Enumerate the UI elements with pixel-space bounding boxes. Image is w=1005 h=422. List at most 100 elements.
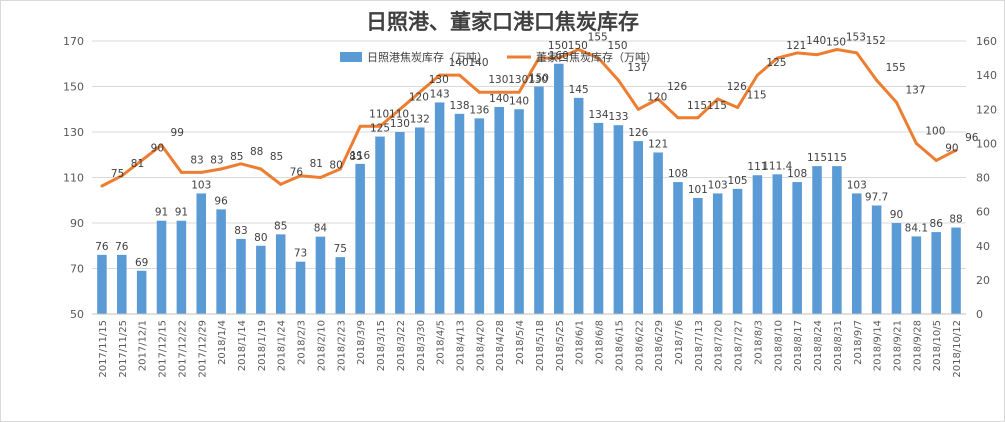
x-tick-label: 2018/2/3 bbox=[297, 320, 308, 365]
line-data-label: 115 bbox=[707, 100, 727, 112]
line-point bbox=[279, 182, 283, 186]
bar-data-label: 91 bbox=[155, 207, 168, 219]
bar bbox=[434, 102, 445, 314]
line-point bbox=[597, 56, 601, 60]
x-tick-label: 2018/6/22 bbox=[634, 320, 645, 371]
bar bbox=[573, 97, 584, 314]
bar bbox=[375, 136, 385, 314]
bar bbox=[732, 188, 743, 314]
line-point bbox=[199, 170, 203, 174]
line-point bbox=[120, 174, 124, 178]
bar bbox=[176, 220, 187, 314]
line-point bbox=[497, 90, 501, 94]
line-point bbox=[736, 106, 740, 110]
bar bbox=[494, 106, 504, 314]
line-point bbox=[577, 48, 581, 52]
y-left-tick-label: 70 bbox=[70, 263, 84, 276]
line-point bbox=[140, 158, 144, 162]
bar bbox=[136, 270, 147, 314]
line-data-label: 110 bbox=[369, 108, 389, 120]
x-tick-label: 2018/6/8 bbox=[595, 320, 606, 365]
line-data-label: 100 bbox=[925, 125, 945, 137]
line-data-label: 150 bbox=[548, 40, 568, 52]
line-point bbox=[358, 124, 362, 128]
bar bbox=[812, 166, 822, 314]
x-tick-label: 2017/12/29 bbox=[197, 320, 208, 378]
bar-data-label: 115 bbox=[807, 152, 827, 164]
bar-data-label: 133 bbox=[608, 111, 628, 123]
x-tick-label: 2018/7/27 bbox=[734, 320, 745, 371]
x-tick-label: 2018/4/28 bbox=[495, 320, 506, 371]
line-data-label: 96 bbox=[965, 132, 979, 144]
x-tick-label: 2018/8/3 bbox=[753, 320, 764, 365]
x-tick-label: 2018/5/18 bbox=[535, 320, 546, 371]
bar bbox=[295, 261, 306, 314]
line-point bbox=[894, 100, 898, 104]
x-tick-label: 2018/9/14 bbox=[873, 320, 884, 371]
line-data-label: 155 bbox=[588, 32, 608, 44]
line-data-label: 85 bbox=[230, 151, 243, 163]
bar bbox=[414, 127, 425, 314]
x-tick-label: 2018/10/5 bbox=[932, 320, 943, 371]
line-point bbox=[656, 97, 660, 101]
bar bbox=[335, 257, 346, 314]
line-point bbox=[537, 56, 541, 60]
x-tick-label: 2018/9/21 bbox=[892, 320, 903, 371]
bar-data-label: 115 bbox=[827, 152, 847, 164]
x-tick-label: 2018/3/9 bbox=[356, 320, 367, 365]
bar-data-label: 136 bbox=[469, 104, 489, 116]
line-point bbox=[239, 162, 243, 166]
line-point bbox=[179, 170, 183, 174]
bar-data-label: 108 bbox=[668, 168, 688, 180]
bar bbox=[851, 193, 862, 314]
y-left-tick-label: 170 bbox=[63, 35, 84, 48]
x-tick-label: 2018/1/14 bbox=[237, 320, 248, 371]
line-data-label: 83 bbox=[210, 154, 223, 166]
bar-data-label: 101 bbox=[688, 184, 708, 196]
bar-data-label: 111 bbox=[747, 161, 767, 173]
line-data-label: 140 bbox=[468, 57, 488, 69]
bar bbox=[117, 254, 127, 314]
line-point bbox=[219, 167, 223, 171]
bar bbox=[236, 238, 246, 314]
line-point bbox=[259, 167, 263, 171]
line-data-label: 85 bbox=[270, 151, 283, 163]
line-point bbox=[934, 158, 938, 162]
line-data-label: 153 bbox=[846, 32, 866, 44]
x-tick-label: 2017/12/22 bbox=[177, 320, 188, 378]
x-tick-label: 2018/3/15 bbox=[376, 320, 387, 371]
line-data-label: 90 bbox=[151, 142, 164, 154]
bar-data-label: 73 bbox=[294, 248, 307, 260]
bar-data-label: 75 bbox=[334, 243, 347, 255]
y-right-tick-label: 60 bbox=[976, 206, 990, 219]
line-point bbox=[517, 90, 521, 94]
bar-data-label: 140 bbox=[489, 93, 509, 105]
bar-data-label: 145 bbox=[569, 84, 589, 96]
bar-data-label: 143 bbox=[430, 88, 450, 100]
x-tick-label: 2018/7/13 bbox=[694, 320, 705, 371]
bar-data-label: 160 bbox=[549, 50, 569, 62]
bar bbox=[693, 197, 703, 314]
bar bbox=[951, 227, 961, 314]
bar-data-label: 132 bbox=[410, 113, 430, 125]
bar-data-label: 140 bbox=[509, 95, 529, 107]
x-tick-label: 2018/8/10 bbox=[773, 320, 784, 371]
line-data-label: 81 bbox=[131, 158, 144, 170]
line-point bbox=[954, 148, 958, 152]
line-data-label: 130 bbox=[429, 74, 449, 86]
x-tick-label: 2018/7/6 bbox=[674, 320, 685, 365]
chart-title: 日照港、董家口港口焦炭库存 bbox=[366, 10, 639, 34]
line-point bbox=[398, 107, 402, 111]
bar bbox=[355, 163, 365, 314]
line-point bbox=[676, 116, 680, 120]
line-point bbox=[616, 78, 620, 82]
legend-label-bars: 日照港焦炭库存（万吨） bbox=[367, 50, 488, 64]
bar-data-label: 88 bbox=[949, 214, 962, 226]
y-right-tick-label: 120 bbox=[976, 103, 997, 116]
x-tick-label: 2018/1/19 bbox=[257, 320, 268, 371]
bar-data-label: 83 bbox=[234, 225, 247, 237]
bar-data-label: 121 bbox=[648, 138, 668, 150]
y-right-tick-label: 20 bbox=[976, 274, 990, 287]
bar bbox=[196, 193, 207, 314]
line-point bbox=[696, 116, 700, 120]
